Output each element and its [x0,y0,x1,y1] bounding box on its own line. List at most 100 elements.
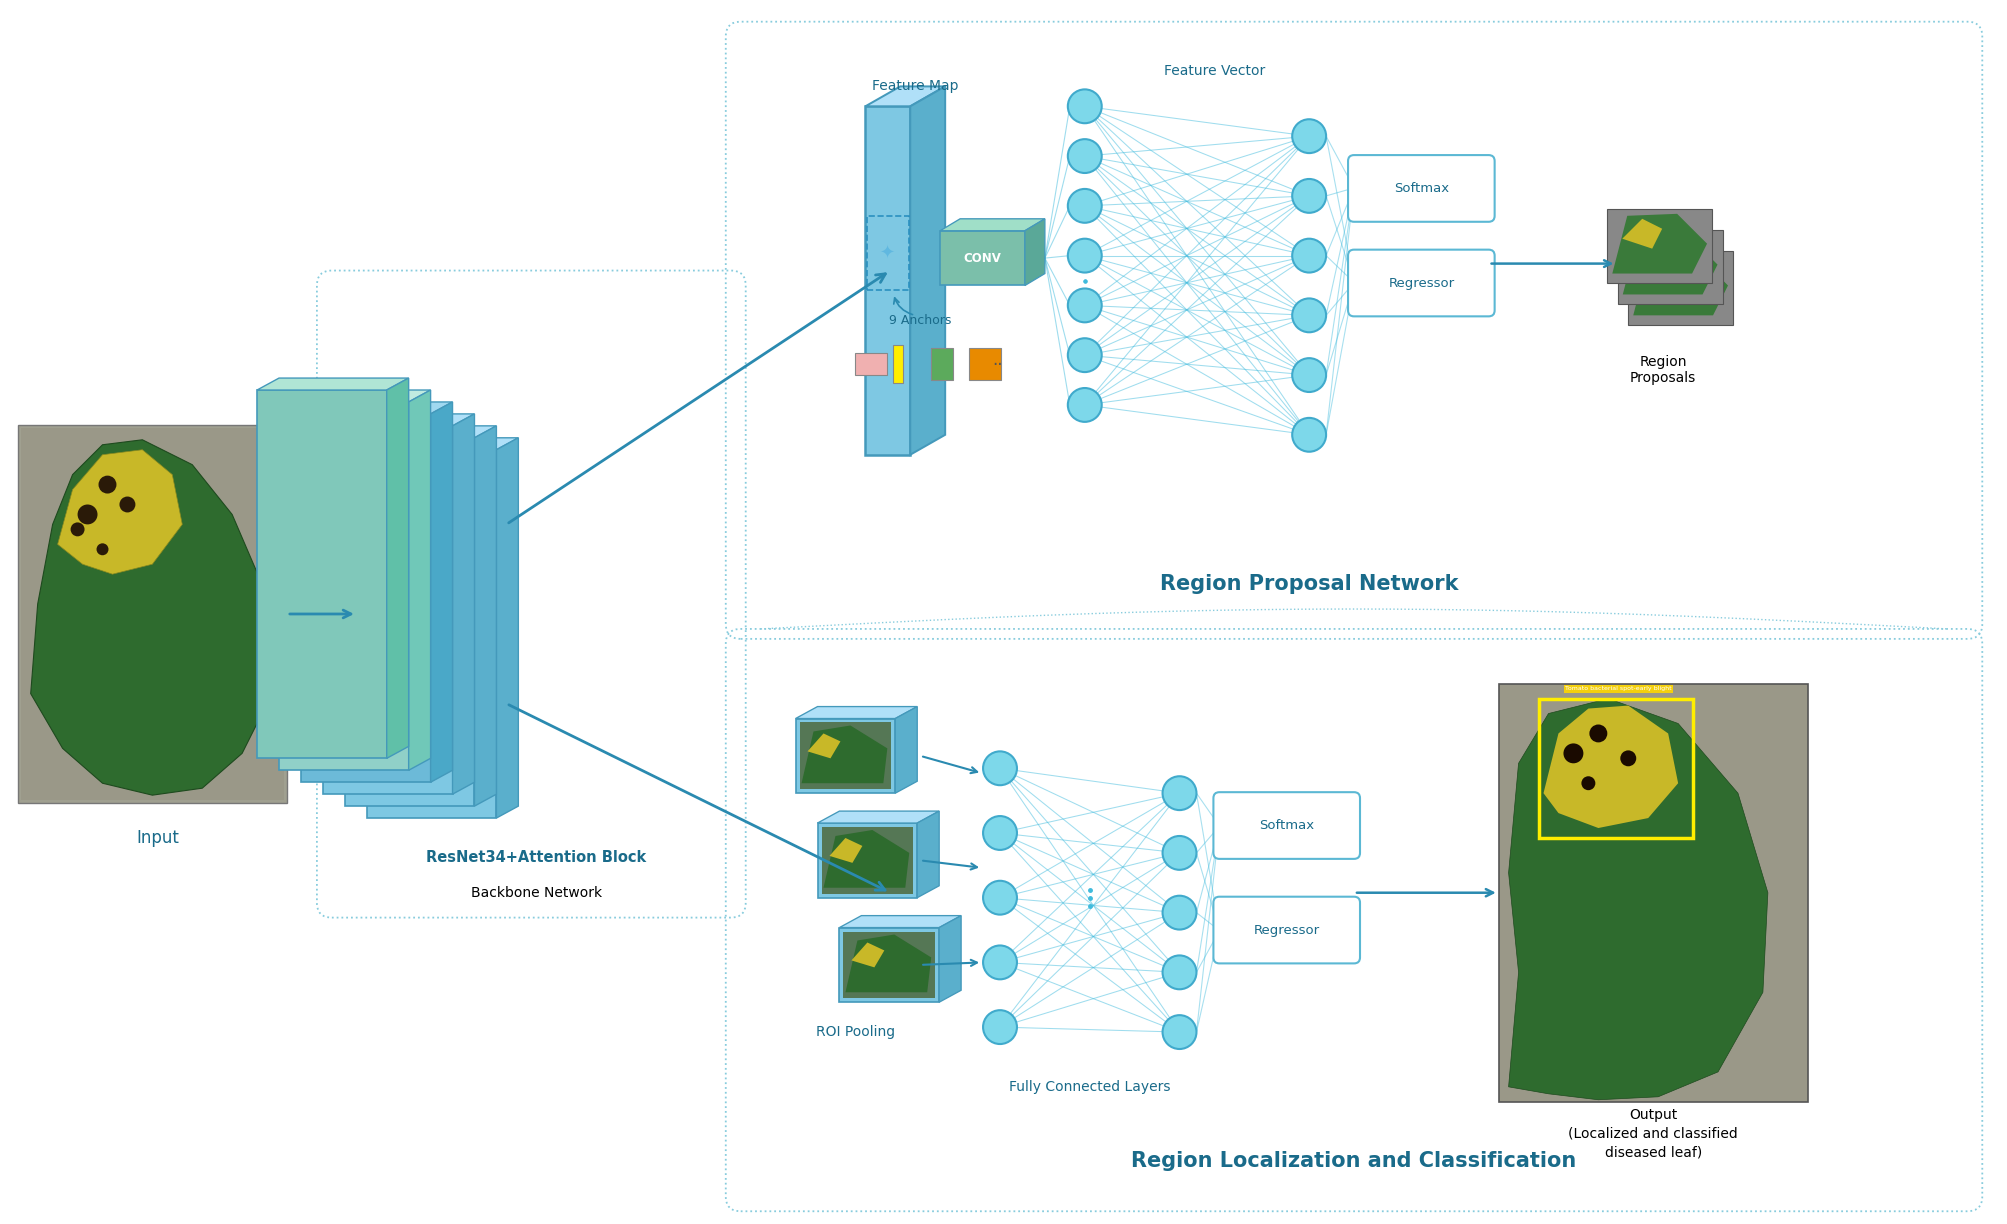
Text: Region Localization and Classification: Region Localization and Classification [1132,1152,1578,1171]
Polygon shape [865,106,911,455]
Polygon shape [279,401,409,770]
Polygon shape [301,401,452,414]
Circle shape [983,1010,1018,1044]
Circle shape [1162,776,1196,810]
Polygon shape [257,378,409,390]
FancyBboxPatch shape [931,348,953,381]
Circle shape [98,476,116,493]
Text: Softmax: Softmax [1258,819,1315,832]
FancyBboxPatch shape [1618,230,1722,305]
Polygon shape [895,706,917,793]
FancyBboxPatch shape [1214,897,1361,963]
FancyBboxPatch shape [843,931,935,999]
Circle shape [983,752,1018,786]
Circle shape [1162,956,1196,989]
Circle shape [78,504,98,524]
Text: 9 Anchors: 9 Anchors [889,313,951,327]
Text: Regressor: Regressor [1254,924,1321,936]
Polygon shape [1622,219,1662,248]
Circle shape [1590,725,1608,743]
Polygon shape [817,812,939,823]
Polygon shape [1634,240,1672,269]
Text: ROI Pooling: ROI Pooling [817,1024,895,1039]
Text: Region Proposal Network: Region Proposal Network [1160,574,1459,594]
Polygon shape [823,830,909,887]
Polygon shape [1509,699,1768,1100]
Polygon shape [807,733,841,759]
Circle shape [1563,743,1584,764]
Circle shape [1162,896,1196,929]
Circle shape [1068,289,1102,322]
Text: Fully Connected Layers: Fully Connected Layers [1010,1080,1170,1094]
Polygon shape [939,916,961,1002]
FancyBboxPatch shape [1628,251,1732,326]
Circle shape [96,543,108,556]
Polygon shape [865,87,945,106]
Circle shape [1293,239,1327,273]
Polygon shape [409,390,432,770]
Circle shape [120,497,134,513]
Polygon shape [911,87,945,455]
Text: Region
Proposals: Region Proposals [1630,355,1696,386]
FancyBboxPatch shape [893,345,903,383]
Circle shape [1068,338,1102,372]
Polygon shape [257,390,387,759]
Polygon shape [795,706,917,718]
Circle shape [1162,836,1196,870]
Polygon shape [323,426,452,794]
Circle shape [1293,179,1327,213]
FancyBboxPatch shape [1214,792,1361,859]
Text: ..: .. [991,351,1001,370]
FancyBboxPatch shape [799,722,891,789]
Polygon shape [839,916,961,928]
Polygon shape [30,439,273,796]
Circle shape [1068,239,1102,273]
Polygon shape [795,718,895,793]
FancyBboxPatch shape [1349,155,1495,222]
Polygon shape [387,378,409,759]
Polygon shape [839,928,939,1002]
Polygon shape [917,812,939,897]
Polygon shape [1634,256,1728,316]
Text: Feature Map: Feature Map [871,80,959,93]
Circle shape [1293,359,1327,392]
Circle shape [983,881,1018,914]
Circle shape [1068,388,1102,422]
Text: ✦: ✦ [879,245,895,263]
Polygon shape [367,449,496,818]
Circle shape [1620,750,1636,766]
Polygon shape [367,438,518,449]
Text: Tomato bacterial spot-early blight: Tomato bacterial spot-early blight [1565,687,1672,692]
Polygon shape [345,438,474,807]
FancyBboxPatch shape [855,354,887,375]
Polygon shape [474,426,496,807]
Polygon shape [452,414,474,794]
Text: CONV: CONV [963,252,1001,264]
Polygon shape [845,935,931,993]
Text: ResNet34+Attention Block: ResNet34+Attention Block [425,851,646,865]
Polygon shape [939,231,1026,285]
FancyBboxPatch shape [1608,209,1712,284]
Polygon shape [851,942,885,967]
Circle shape [1293,119,1327,153]
Polygon shape [279,390,432,401]
Polygon shape [1026,219,1046,285]
Text: Output
(Localized and classified
diseased leaf): Output (Localized and classified disease… [1567,1108,1738,1159]
Text: Regressor: Regressor [1389,277,1455,290]
Text: Input: Input [136,829,179,847]
Polygon shape [345,426,496,438]
Polygon shape [1612,214,1708,273]
Circle shape [1162,1015,1196,1049]
Text: Backbone Network: Backbone Network [472,886,602,900]
Polygon shape [1644,261,1684,290]
Polygon shape [432,401,452,782]
Text: Softmax: Softmax [1393,182,1449,195]
Polygon shape [829,838,863,863]
Circle shape [1293,417,1327,452]
Polygon shape [58,449,183,574]
FancyBboxPatch shape [1349,250,1495,316]
FancyBboxPatch shape [821,827,913,894]
Text: Feature Vector: Feature Vector [1164,65,1264,78]
Circle shape [1068,89,1102,124]
FancyBboxPatch shape [18,425,287,803]
